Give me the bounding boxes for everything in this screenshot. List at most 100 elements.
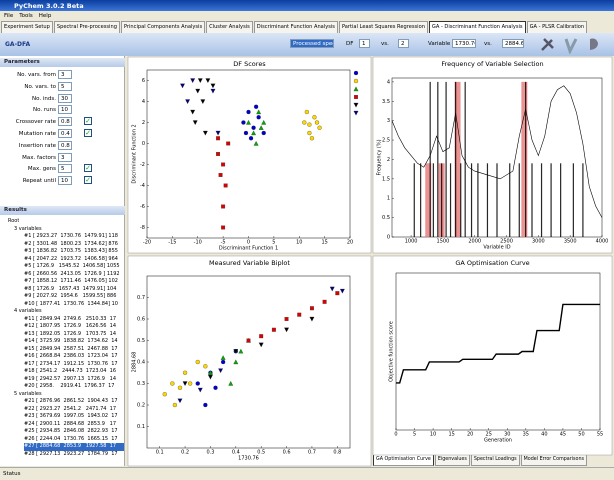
marker	[304, 109, 310, 115]
param-checkbox[interactable]: ✓	[84, 164, 92, 173]
tree-item[interactable]: #15 [ 2849.94 2587.51 2467.88 17	[24, 345, 118, 352]
df-y-input[interactable]: 2	[398, 39, 409, 48]
tab[interactable]: Partial Least Squares Regression	[338, 21, 428, 33]
tree-item[interactable]: #10 [ 1877.41 1730.76 1344.84] 10	[24, 300, 118, 307]
menu-item[interactable]: Tools	[19, 13, 33, 19]
menu-item[interactable]: Help	[38, 13, 52, 19]
param-input[interactable]: 0.4	[58, 129, 72, 138]
param-input[interactable]: 30	[58, 93, 72, 103]
df-x-input[interactable]: 1	[359, 39, 370, 48]
tab[interactable]: GA - Discriminant Function Analysis	[428, 21, 526, 33]
marker	[195, 381, 200, 386]
param-input[interactable]: 0.8	[58, 117, 72, 127]
x-tick-label: 3000	[532, 239, 545, 245]
tree-item[interactable]: #24 [ 2900.11 2884.68 2853.9 17	[24, 420, 117, 427]
tab[interactable]: Cluster Analysis	[206, 21, 253, 33]
tree-item[interactable]: #11 [ 2849.94 2749.6 2510.33 17	[24, 315, 117, 322]
check-icon[interactable]	[564, 38, 578, 54]
tab[interactable]: Experiment Setup	[1, 21, 53, 33]
tab[interactable]: Spectral Loadings	[470, 455, 520, 466]
variable-y-select[interactable]: 2884.68	[502, 39, 524, 48]
vs-label: vs.	[381, 41, 389, 47]
source-select[interactable]: Processed spec	[290, 39, 334, 48]
legend-marker	[354, 95, 358, 99]
tree-item[interactable]: #16 [ 2668.84 2386.03 1723.04 17	[24, 353, 118, 359]
tools-icon[interactable]	[541, 38, 554, 51]
param-input[interactable]: 5	[58, 164, 72, 174]
tree-item[interactable]: #25 [ 2934.85 2846.08 2822.93 17	[24, 428, 118, 434]
marker	[261, 119, 267, 125]
tab[interactable]: Eigenvalues	[434, 455, 470, 466]
bar	[449, 163, 452, 237]
x-axis-label: 1730.76	[238, 456, 259, 462]
bar	[518, 163, 520, 237]
marker	[210, 83, 216, 89]
tree-item[interactable]: #2 [ 3301.48 1800.23 1734.62] 876	[24, 240, 118, 247]
marker	[314, 120, 320, 125]
tree-item[interactable]: #18 [ 2541.2 2444.73 1723.04 16	[24, 368, 117, 374]
tree-item[interactable]: #19 [ 2942.57 2907.13 1726.9 14	[24, 375, 117, 382]
tree-item[interactable]: #5 [ 1726.9 1545.52 1406.58] 1055	[24, 263, 120, 269]
y-tick-label: 4	[387, 79, 390, 85]
tree-item[interactable]: #7 [ 1858.12 1711.46 1476.05] 102	[24, 278, 118, 284]
param-input[interactable]: 10	[58, 105, 72, 115]
x-tick-label: 10	[430, 432, 436, 438]
tree-item[interactable]: #14 [ 3725.99 1838.82 1734.62 14	[24, 338, 118, 344]
tree-item[interactable]: #17 [ 2734.17 1912.15 1730.76 17	[24, 360, 118, 367]
tree-item[interactable]: #22 [ 2923.27 2541.2 2471.74 17	[24, 405, 117, 412]
marker	[220, 355, 226, 360]
param-input[interactable]: 10	[58, 176, 72, 186]
tab[interactable]: GA - PLSR Calibration	[526, 21, 588, 33]
marker	[226, 141, 231, 146]
tab-bar: Experiment Setup Spectral Pre-processing P…	[0, 21, 614, 33]
tree-item[interactable]: #1 [ 2923.27 1730.76 1479.91] 118	[24, 233, 118, 239]
bottom-tab-bar: GA Optimisation Curve Eigenvalues Spectral…	[373, 455, 612, 466]
tree-item[interactable]: #27 [ 2884.68 2853.9 1927.58 17	[24, 443, 124, 451]
tree-node[interactable]: 5 variables	[14, 390, 42, 397]
variable-x-select[interactable]: 1730.76	[452, 39, 476, 48]
y-tick-label: 0.4	[137, 360, 145, 366]
tree-item[interactable]: #23 [ 3679.69 1997.05 1943.02 17	[24, 413, 118, 419]
tree-item[interactable]: #28 [ 2927.13 2923.27 1784.79 17	[24, 450, 118, 457]
param-checkbox[interactable]: ✓	[84, 117, 92, 126]
tab[interactable]: Model Error Comparisons	[520, 455, 588, 466]
tab[interactable]: GA Optimisation Curve	[373, 455, 434, 466]
status-bar: Status	[0, 467, 614, 480]
tab[interactable]: Discriminant Function Analysis	[253, 21, 338, 33]
tree-item[interactable]: #3 [ 1836.82 1703.75 1383.43] 855	[24, 248, 118, 254]
param-input[interactable]: 3	[58, 152, 72, 162]
y-tick-label: 0.2	[137, 403, 145, 409]
menu-item[interactable]: File	[4, 13, 14, 19]
tree-item[interactable]: #9 [ 2027.92 1954.6 1599.55] 886	[24, 293, 117, 299]
tree-item[interactable]: #13 [ 1892.05 1726.9 1703.75 14	[24, 330, 117, 337]
tree-item[interactable]: #21 [ 2876.96 2861.52 1904.43 17	[24, 398, 118, 404]
param-input[interactable]: 5	[58, 81, 72, 91]
marker	[248, 136, 254, 141]
side-panel: Parameters No. vars. from 3 No. vars. to 5 No…	[0, 56, 125, 466]
param-checkbox[interactable]: ✓	[84, 176, 92, 185]
param-label: No. vars. from	[17, 72, 56, 78]
tree-item[interactable]: #8 [ 1726.9 1657.43 1479.91] 104	[24, 285, 117, 292]
tree-item[interactable]: #12 [ 1807.95 1726.9 1626.56 14	[24, 323, 117, 329]
tree-node[interactable]: Root	[8, 218, 20, 224]
tab[interactable]: Principal Components Analysis	[120, 21, 206, 33]
export-icon[interactable]	[590, 38, 598, 51]
marker	[221, 204, 226, 209]
tab[interactable]: Spectral Pre-processing	[53, 21, 120, 33]
tree-item[interactable]: #20 [ 2958. 2919.41 1796.37 17	[24, 383, 115, 389]
marker	[200, 99, 206, 105]
marker	[309, 316, 315, 322]
param-input[interactable]: 0.8	[58, 140, 72, 150]
tree-node[interactable]: 4 variables	[14, 308, 42, 314]
tree-node[interactable]: 3 variables	[14, 225, 42, 232]
x-tick-label: 55	[597, 432, 603, 438]
bar	[470, 163, 473, 237]
tree-item[interactable]: #4 [ 2047.22 1923.72 1406.58] 964	[24, 255, 118, 262]
tree-item[interactable]: #6 [ 2660.56 2413.05 1726.9 ] 1192	[24, 270, 120, 277]
marker	[207, 374, 213, 380]
menu-bar: File Tools Help	[0, 11, 614, 21]
tree-item[interactable]: #26 [ 2244.04 1730.76 1665.15 17	[24, 435, 118, 442]
marker	[223, 183, 228, 188]
param-checkbox[interactable]: ✓	[84, 129, 92, 137]
param-input[interactable]: 3	[58, 70, 72, 79]
